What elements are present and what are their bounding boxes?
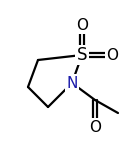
Text: O: O xyxy=(106,47,118,62)
Text: S: S xyxy=(77,46,87,64)
Text: N: N xyxy=(66,75,78,91)
Text: O: O xyxy=(89,120,101,135)
Text: O: O xyxy=(76,18,88,33)
